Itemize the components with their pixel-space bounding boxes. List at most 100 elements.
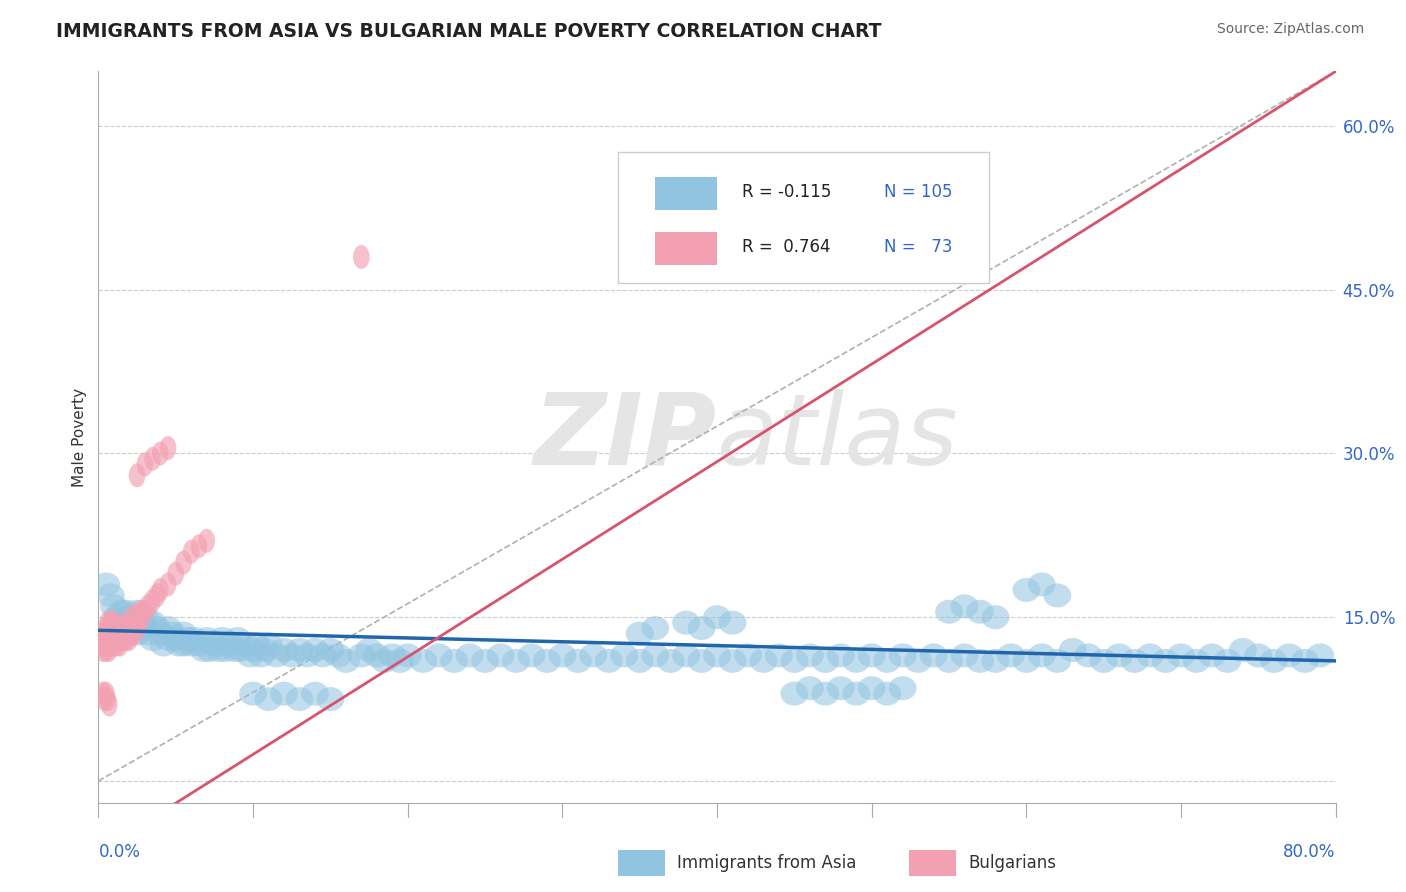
Ellipse shape bbox=[111, 616, 139, 640]
Ellipse shape bbox=[103, 632, 120, 657]
Ellipse shape bbox=[270, 681, 298, 706]
Ellipse shape bbox=[170, 632, 197, 657]
Ellipse shape bbox=[502, 648, 530, 673]
Ellipse shape bbox=[935, 599, 963, 624]
Ellipse shape bbox=[104, 616, 121, 640]
Ellipse shape bbox=[301, 638, 329, 662]
Ellipse shape bbox=[471, 648, 499, 673]
Ellipse shape bbox=[201, 632, 228, 657]
Ellipse shape bbox=[517, 643, 546, 667]
Ellipse shape bbox=[145, 589, 160, 613]
Ellipse shape bbox=[111, 632, 128, 657]
Ellipse shape bbox=[103, 622, 120, 646]
Ellipse shape bbox=[94, 638, 111, 662]
Ellipse shape bbox=[121, 627, 138, 651]
Ellipse shape bbox=[143, 616, 172, 640]
Ellipse shape bbox=[966, 648, 994, 673]
Ellipse shape bbox=[125, 622, 142, 646]
Ellipse shape bbox=[100, 622, 117, 646]
Ellipse shape bbox=[132, 599, 149, 624]
Ellipse shape bbox=[1182, 648, 1211, 673]
Ellipse shape bbox=[183, 540, 200, 564]
Ellipse shape bbox=[1028, 643, 1056, 667]
Ellipse shape bbox=[236, 643, 264, 667]
Ellipse shape bbox=[456, 643, 484, 667]
Bar bbox=[655, 178, 717, 211]
Ellipse shape bbox=[718, 648, 747, 673]
Ellipse shape bbox=[134, 605, 150, 629]
Ellipse shape bbox=[120, 611, 136, 635]
Ellipse shape bbox=[356, 638, 382, 662]
Ellipse shape bbox=[139, 611, 166, 635]
Ellipse shape bbox=[118, 616, 135, 640]
Ellipse shape bbox=[252, 638, 280, 662]
Text: Bulgarians: Bulgarians bbox=[969, 854, 1056, 871]
Ellipse shape bbox=[394, 643, 422, 667]
Ellipse shape bbox=[1012, 578, 1040, 602]
Ellipse shape bbox=[131, 611, 148, 635]
Ellipse shape bbox=[110, 627, 127, 651]
Ellipse shape bbox=[294, 643, 321, 667]
Text: N = 105: N = 105 bbox=[884, 183, 953, 201]
Text: 0.0%: 0.0% bbox=[98, 843, 141, 861]
Ellipse shape bbox=[224, 627, 252, 651]
Ellipse shape bbox=[780, 648, 808, 673]
Ellipse shape bbox=[191, 534, 207, 558]
Ellipse shape bbox=[247, 643, 274, 667]
Bar bbox=[619, 850, 665, 876]
Ellipse shape bbox=[159, 622, 187, 646]
Ellipse shape bbox=[108, 599, 135, 624]
Ellipse shape bbox=[152, 442, 169, 466]
Ellipse shape bbox=[610, 643, 638, 667]
Ellipse shape bbox=[703, 605, 731, 629]
Ellipse shape bbox=[1167, 643, 1195, 667]
Ellipse shape bbox=[129, 463, 145, 487]
Ellipse shape bbox=[325, 643, 352, 667]
Ellipse shape bbox=[873, 681, 901, 706]
Ellipse shape bbox=[101, 627, 118, 651]
Ellipse shape bbox=[149, 632, 177, 657]
Ellipse shape bbox=[93, 573, 120, 597]
Ellipse shape bbox=[108, 622, 125, 646]
Ellipse shape bbox=[111, 622, 128, 646]
Ellipse shape bbox=[858, 676, 886, 700]
Ellipse shape bbox=[211, 638, 239, 662]
Ellipse shape bbox=[139, 594, 156, 618]
Ellipse shape bbox=[198, 529, 215, 553]
Ellipse shape bbox=[101, 616, 118, 640]
Ellipse shape bbox=[641, 643, 669, 667]
Ellipse shape bbox=[98, 627, 114, 651]
Ellipse shape bbox=[263, 643, 290, 667]
Ellipse shape bbox=[98, 616, 114, 640]
Ellipse shape bbox=[162, 627, 190, 651]
Ellipse shape bbox=[285, 638, 314, 662]
Ellipse shape bbox=[440, 648, 468, 673]
Ellipse shape bbox=[98, 638, 114, 662]
Ellipse shape bbox=[108, 611, 135, 635]
Ellipse shape bbox=[920, 643, 948, 667]
Ellipse shape bbox=[1152, 648, 1180, 673]
Ellipse shape bbox=[105, 611, 122, 635]
Ellipse shape bbox=[765, 643, 793, 667]
Ellipse shape bbox=[129, 605, 145, 629]
Ellipse shape bbox=[117, 622, 134, 646]
Ellipse shape bbox=[101, 692, 118, 716]
Y-axis label: Male Poverty: Male Poverty bbox=[72, 387, 87, 487]
Ellipse shape bbox=[1136, 643, 1164, 667]
Text: R =  0.764: R = 0.764 bbox=[742, 238, 831, 256]
Text: Immigrants from Asia: Immigrants from Asia bbox=[678, 854, 856, 871]
Ellipse shape bbox=[94, 681, 111, 706]
Ellipse shape bbox=[221, 638, 249, 662]
Text: ZIP: ZIP bbox=[534, 389, 717, 485]
Ellipse shape bbox=[904, 648, 932, 673]
Ellipse shape bbox=[115, 627, 132, 651]
Ellipse shape bbox=[301, 681, 329, 706]
Ellipse shape bbox=[1121, 648, 1149, 673]
Ellipse shape bbox=[124, 605, 141, 629]
Ellipse shape bbox=[780, 681, 808, 706]
Ellipse shape bbox=[114, 616, 129, 640]
Ellipse shape bbox=[1090, 648, 1118, 673]
Ellipse shape bbox=[103, 611, 120, 635]
Ellipse shape bbox=[124, 616, 141, 640]
Ellipse shape bbox=[842, 681, 870, 706]
